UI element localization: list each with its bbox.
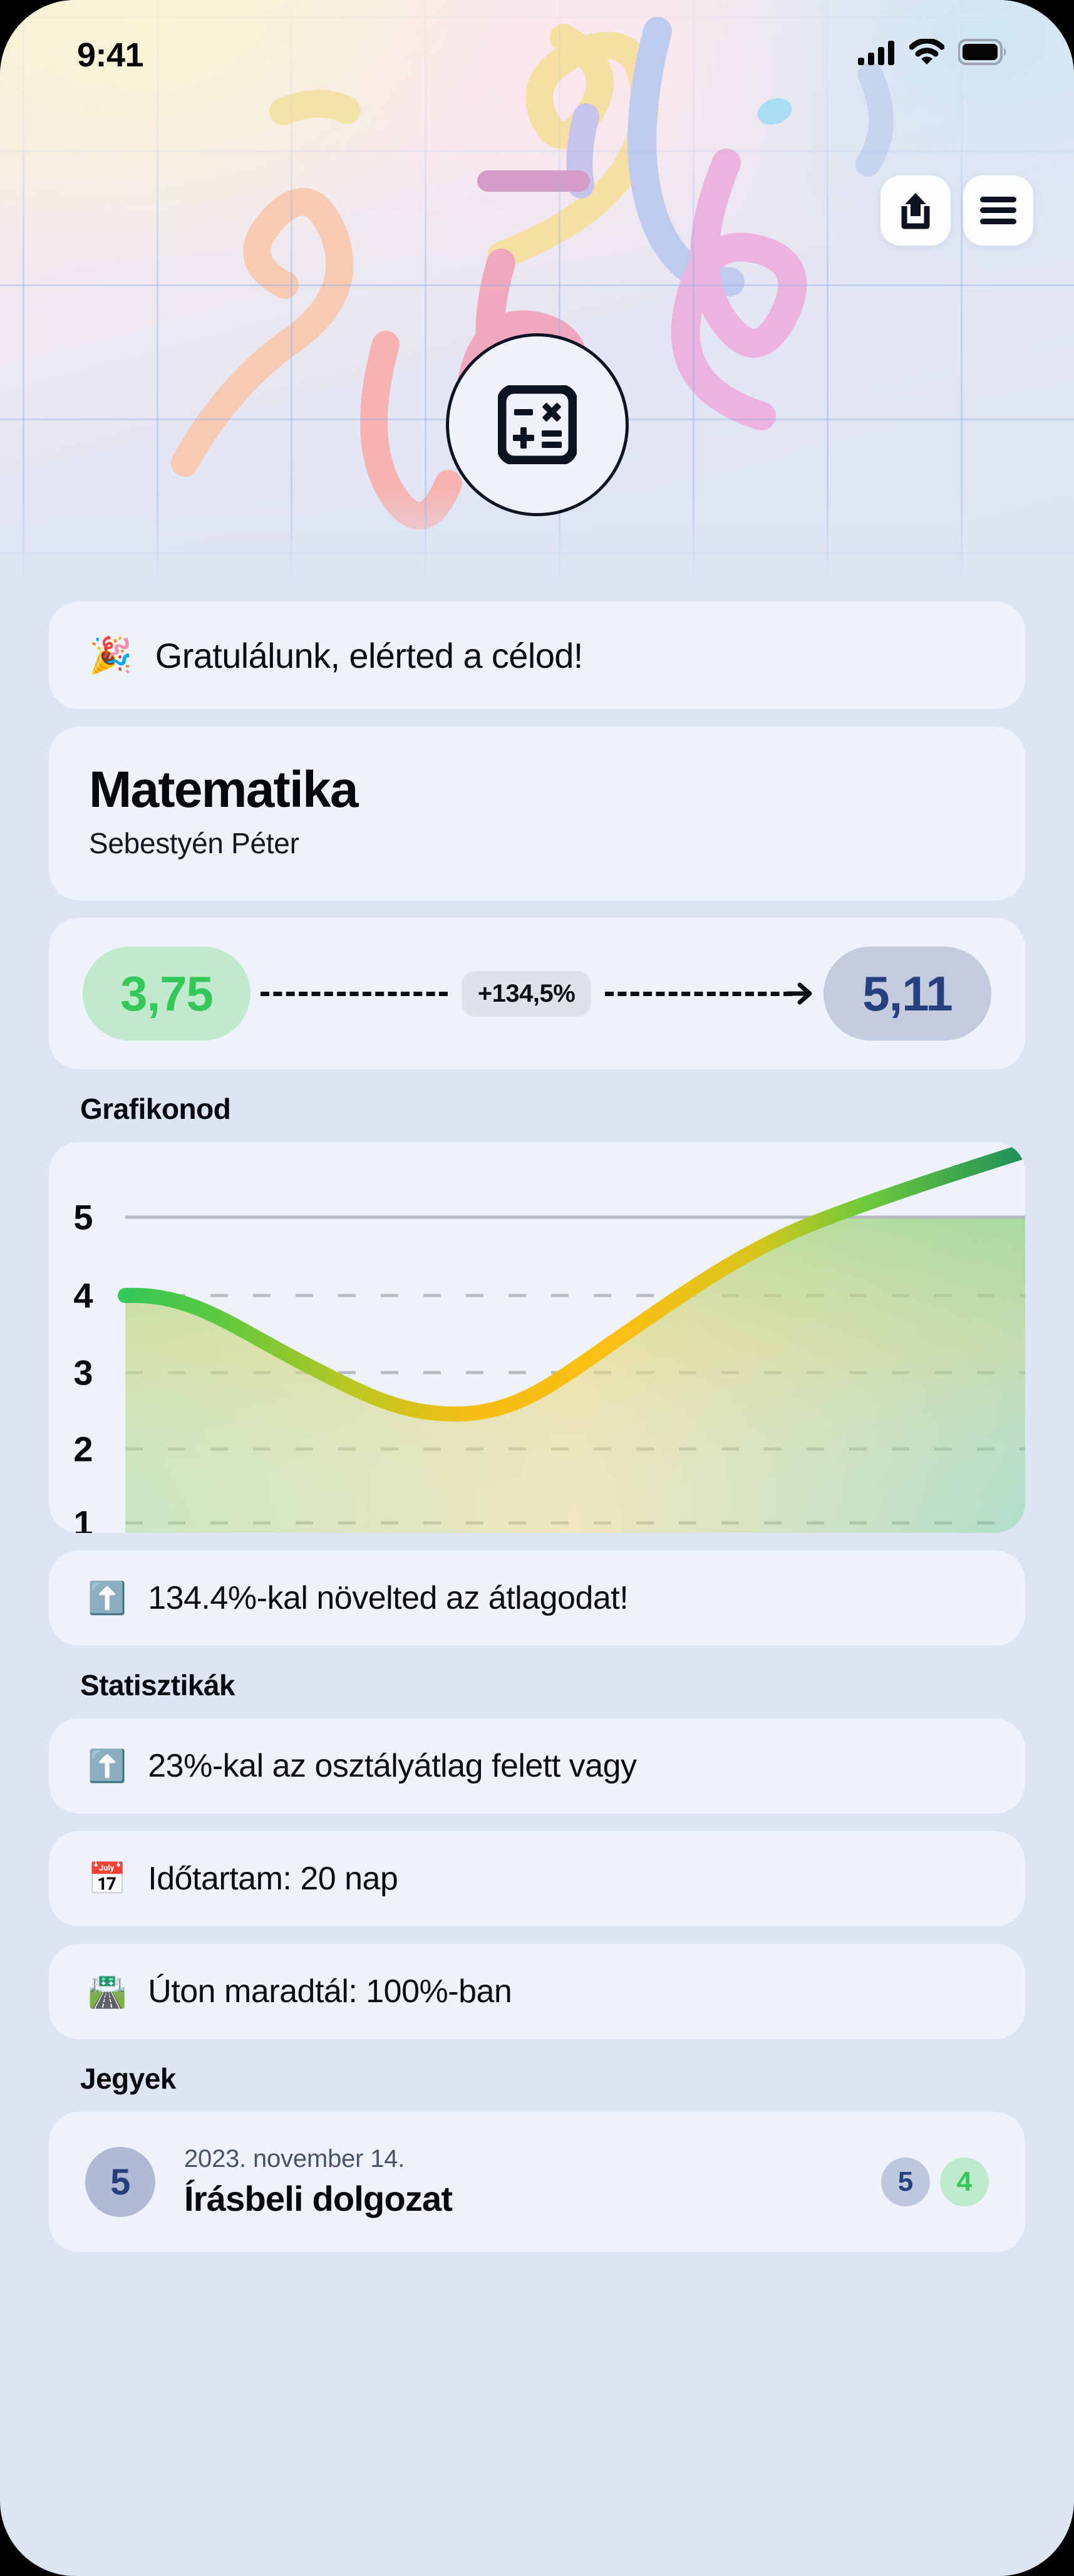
stats-section-title: Statisztikák — [80, 1669, 235, 1702]
y-axis-tick-1: 1 — [73, 1503, 93, 1534]
y-axis-tick-2: 2 — [73, 1429, 93, 1469]
grades-section-title: Jegyek — [80, 2062, 177, 2096]
hamburger-menu-icon — [980, 197, 1016, 224]
subject-avatar[interactable] — [446, 333, 629, 516]
average-increase-text: 134.4%-kal növelted az átlagodat! — [148, 1580, 629, 1617]
up-arrow-emoji: ⬆️ — [88, 1581, 127, 1616]
up-arrow-emoji: ⬆️ — [88, 1748, 127, 1784]
grade-progress-card: 3,75 +134,5% 5,11 — [49, 918, 1025, 1070]
grade-name: Írásbeli dolgozat — [184, 2179, 453, 2219]
subject-card: Matematika Sebestyén Péter — [49, 727, 1025, 901]
progress-connector: +134,5% — [250, 970, 824, 1017]
page-title: Matematika — [89, 761, 358, 818]
stat-row-class-average: ⬆️ 23%-kal az osztályátlag felett vagy — [49, 1718, 1025, 1814]
cellular-signal-icon — [858, 41, 894, 65]
mark-badge-actual: 5 — [881, 2158, 930, 2207]
goal-reached-banner: 🎉 Gratulálunk, elérted a célod! — [49, 601, 1025, 709]
share-icon — [901, 193, 930, 229]
stat-row-on-track: 🛣️ Úton maradtál: 100%-ban — [49, 1944, 1025, 2040]
battery-full-icon — [958, 39, 1006, 65]
stat-text: Időtartam: 20 nap — [148, 1861, 398, 1898]
chart-line-average — [118, 1143, 1025, 1422]
status-bar-time: 9:41 — [77, 36, 144, 74]
grade-marks: 5 4 — [881, 2158, 989, 2207]
y-axis-tick-4: 4 — [73, 1275, 93, 1316]
menu-button[interactable] — [963, 175, 1033, 246]
main-content: 🎉 Gratulálunk, elérted a célod! Matemati… — [0, 601, 1074, 2270]
teacher-name: Sebestyén Péter — [89, 827, 299, 860]
average-chart-card: 5 4 3 2 1 — [49, 1142, 1025, 1534]
average-line-chart — [118, 1143, 1025, 1534]
grade-list-item[interactable]: 5 2023. november 14. Írásbeli dolgozat 5… — [49, 2112, 1025, 2253]
goal-reached-text: Gratulálunk, elérted a célod! — [155, 635, 584, 675]
dashed-line-right — [605, 991, 792, 996]
party-popper-emoji: 🎉 — [89, 635, 133, 675]
chart-section-title: Grafikonod — [80, 1093, 231, 1126]
share-button[interactable] — [880, 175, 951, 246]
delta-percent-chip: +134,5% — [461, 970, 592, 1017]
decorative-doodles — [171, 17, 894, 530]
stat-text: Úton maradtál: 100%-ban — [148, 1973, 512, 2010]
arrow-right-icon — [786, 982, 812, 1005]
mark-badge-previous: 4 — [940, 2158, 989, 2207]
average-increase-highlight: ⬆️ 134.4%-kal növelted az átlagodat! — [49, 1550, 1025, 1646]
stat-row-duration: 📅 Időtartam: 20 nap — [49, 1831, 1025, 1927]
motorway-emoji: 🛣️ — [88, 1974, 127, 2010]
y-axis-tick-3: 3 — [73, 1353, 93, 1393]
math-operations-icon — [498, 385, 577, 464]
stat-text: 23%-kal az osztályátlag felett vagy — [148, 1748, 637, 1785]
end-average-badge: 5,11 — [824, 947, 991, 1041]
y-axis-tick-5: 5 — [73, 1197, 93, 1237]
status-bar: 9:41 — [0, 0, 1074, 94]
hero-header — [0, 0, 1074, 601]
grade-details: 2023. november 14. Írásbeli dolgozat — [184, 2145, 881, 2219]
grade-date: 2023. november 14. — [184, 2145, 405, 2173]
calendar-emoji: 📅 — [88, 1861, 127, 1897]
dashed-line-left — [261, 991, 448, 996]
start-average-badge: 3,75 — [83, 947, 250, 1041]
status-bar-icons — [858, 39, 1008, 65]
grade-value-badge: 5 — [85, 2147, 155, 2218]
wifi-icon — [909, 39, 944, 65]
